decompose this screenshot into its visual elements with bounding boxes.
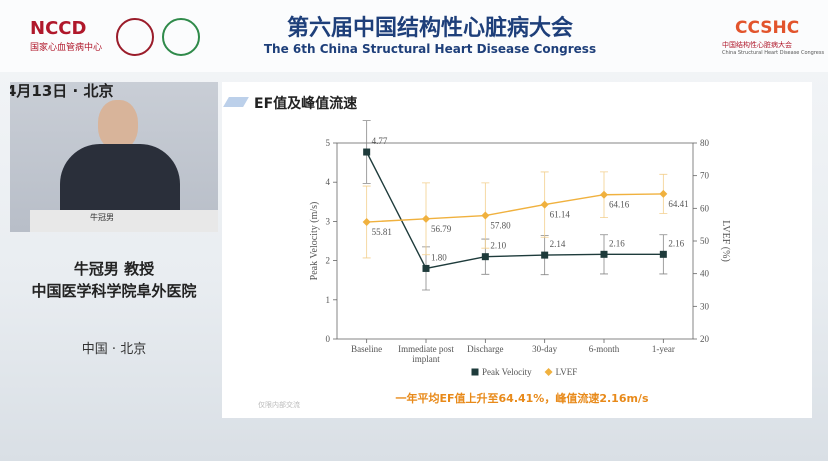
y-tick-label: 0: [326, 334, 331, 344]
point: [422, 264, 430, 272]
legend-label: LVEF: [556, 367, 578, 377]
logo-badge: [116, 18, 154, 56]
y2-tick-label: 60: [700, 203, 710, 213]
header-subtitle: The 6th China Structural Heart Disease C…: [263, 42, 597, 56]
logo-left: NCCD: [30, 18, 87, 39]
speaker-location: 中国 · 北京: [81, 342, 147, 357]
point: [471, 368, 479, 376]
y-tick-label: 3: [326, 216, 331, 226]
x-tick-label: Discharge: [467, 344, 504, 354]
podium: [30, 210, 218, 232]
data-label: 2.14: [550, 239, 566, 249]
y2-tick-label: 40: [700, 269, 710, 279]
y2-tick-label: 50: [700, 236, 710, 246]
legend-label: Peak Velocity: [482, 367, 532, 377]
speaker-video: 4月13日 · 北京 牛冠男: [10, 82, 218, 232]
point: [659, 250, 667, 258]
y-axis-label: Peak Velocity (m/s): [309, 202, 320, 281]
point: [363, 148, 371, 156]
point: [659, 189, 668, 198]
point: [541, 251, 549, 259]
point: [540, 200, 549, 209]
point: [481, 211, 490, 220]
y-tick-label: 2: [326, 256, 331, 266]
nameplate: 牛冠男: [90, 213, 114, 222]
y-tick-label: 5: [326, 138, 331, 148]
point: [422, 214, 430, 223]
point: [600, 190, 608, 199]
point: [481, 253, 489, 261]
backdrop-text: 4月13日 · 北京: [10, 82, 114, 100]
y2-tick-label: 20: [700, 334, 710, 344]
data-label: 55.81: [372, 227, 392, 237]
slide-title: EF值及峰值流速: [254, 96, 358, 112]
x-tick-label: 6-month: [588, 344, 620, 354]
data-label: 4.77: [372, 136, 388, 146]
y-tick-label: 1: [326, 295, 331, 305]
y-tick-label: 4: [326, 177, 331, 187]
y2-tick-label: 30: [700, 301, 710, 311]
data-label: 2.16: [609, 238, 625, 248]
x-tick-label: Baseline: [351, 344, 383, 354]
watermark: 仅限内部交流: [258, 401, 300, 409]
logo-left-sub: 国家心血管病中心: [30, 43, 103, 53]
point: [362, 218, 371, 227]
speaker-affiliation: 中国医学科学院阜外医院: [31, 282, 197, 300]
x-tick-label: Immediate post implant: [398, 344, 454, 364]
speaker-head: [98, 100, 138, 150]
series-line: [366, 193, 664, 223]
y2-tick-label: 80: [700, 138, 710, 148]
data-label: 2.10: [490, 241, 506, 251]
logo-right: CCSHC: [735, 18, 800, 38]
logo-right-en: China Structural Heart Disease Congress: [722, 50, 825, 56]
conclusion: 一年平均EF值上升至64.41%，峰值流速2.16m/s: [395, 392, 649, 405]
data-label: 64.41: [668, 199, 688, 209]
series-line: [366, 151, 664, 270]
x-tick-label: 1-year: [651, 344, 675, 354]
data-label: 61.14: [550, 210, 571, 220]
speaker-name: 牛冠男 教授: [73, 260, 155, 278]
slide: [222, 82, 812, 418]
y2-tick-label: 70: [700, 171, 710, 181]
data-label: 2.16: [668, 238, 684, 248]
point: [600, 250, 608, 258]
x-tick-label: 30-day: [532, 344, 558, 354]
header-title: 第六届中国结构性心脏病大会: [286, 16, 573, 41]
data-label: 64.16: [609, 200, 630, 210]
y2-axis-label: LVEF (%): [720, 220, 731, 262]
data-label: 56.79: [431, 224, 452, 234]
data-label: 57.80: [490, 221, 511, 231]
logo-badge: [162, 18, 200, 56]
plot-frame: [336, 142, 694, 340]
data-label: 1.80: [431, 252, 447, 262]
logo-right-cn: 中国结构性心脏病大会: [722, 41, 792, 49]
point: [544, 368, 553, 376]
